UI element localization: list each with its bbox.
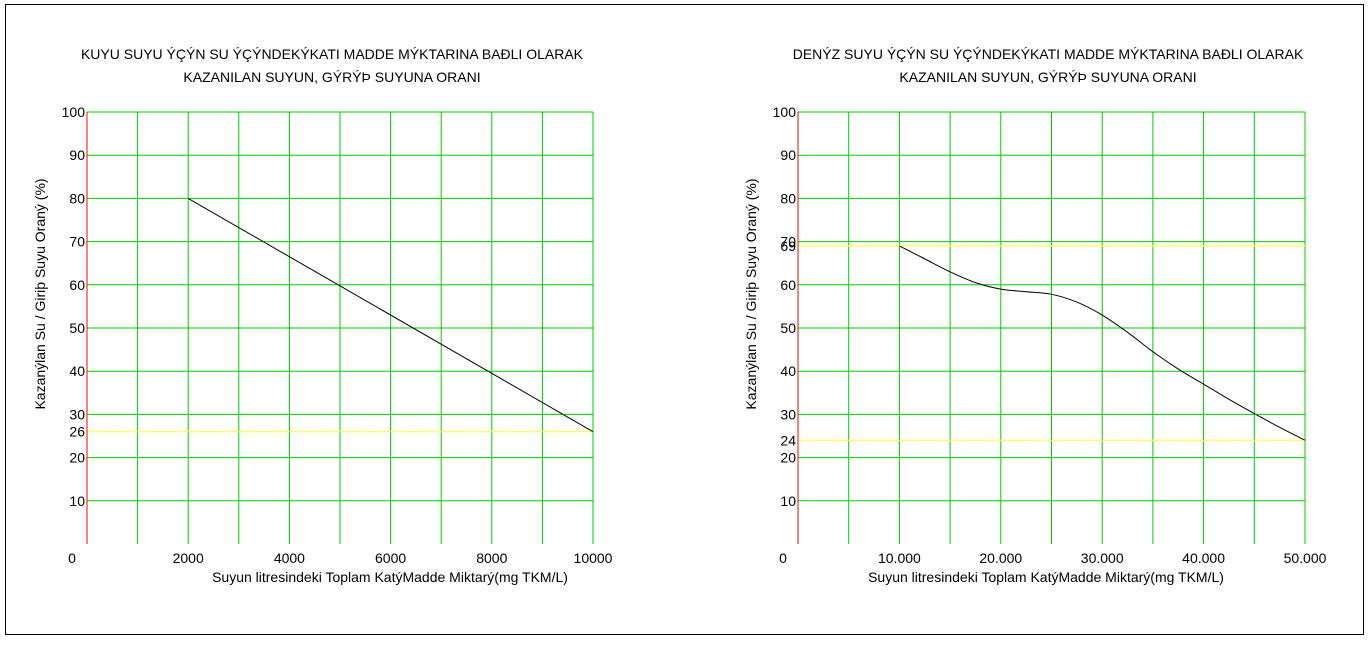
- y-tick-label: 40: [69, 363, 85, 379]
- y-tick-label: 60: [69, 277, 85, 293]
- x-tick-label: 40.000: [1182, 550, 1225, 566]
- chart-title-line1: KUYU SUYU ÝÇÝN SU ÝÇÝNDEKÝKATI MADDE MÝK…: [81, 46, 584, 62]
- x-tick-label: 10000: [574, 550, 613, 566]
- x-tick-label: 10.000: [878, 550, 921, 566]
- chart-title-line1: DENÝZ SUYU ÝÇÝN SU ÝÇÝNDEKÝKATI MADDE MÝ…: [793, 46, 1304, 62]
- y-tick-label: 70: [780, 234, 796, 250]
- y-tick-label: 24: [780, 432, 796, 448]
- x-tick-label: 4000: [274, 550, 305, 566]
- y-tick-label: 10: [780, 493, 796, 509]
- x-tick-label: 2000: [173, 550, 204, 566]
- y-tick-label: 10: [69, 493, 85, 509]
- x-tick-label: 8000: [476, 550, 507, 566]
- y-axis-label: Kazanýlan Su / Giriþ Suyu Oraný (%): [743, 178, 759, 409]
- y-tick-label: 26: [69, 424, 85, 440]
- y-tick-label: 50: [69, 320, 85, 336]
- figure-frame: [5, 4, 1364, 635]
- y-tick-label: 100: [62, 104, 86, 120]
- y-tick-label: 80: [780, 190, 796, 206]
- y-tick-label: 100: [773, 104, 797, 120]
- chart-title-line2: KAZANILAN SUYUN, GÝRÝÞ SUYUNA ORANI: [899, 69, 1196, 85]
- x-tick-label: 50.000: [1284, 550, 1327, 566]
- chart-title-line2: KAZANILAN SUYUN, GÝRÝÞ SUYUNA ORANI: [183, 69, 480, 85]
- x-axis-label: Suyun litresindeki Toplam KatýMadde Mikt…: [212, 569, 568, 585]
- y-tick-label: 90: [780, 147, 796, 163]
- y-tick-label: 50: [780, 320, 796, 336]
- x-tick-label: 0: [779, 550, 787, 566]
- y-tick-label: 20: [780, 450, 796, 466]
- y-tick-label: 40: [780, 363, 796, 379]
- y-tick-label: 30: [69, 406, 85, 422]
- y-axis-label: Kazanýlan Su / Giriþ Suyu Oraný (%): [32, 178, 48, 409]
- series-line: [899, 245, 1306, 441]
- y-tick-label: 20: [69, 450, 85, 466]
- y-tick-label: 69: [780, 238, 796, 254]
- x-tick-label: 30.000: [1081, 550, 1124, 566]
- x-tick-label: 6000: [375, 550, 406, 566]
- x-tick-label: 0: [68, 550, 76, 566]
- y-tick-label: 90: [69, 147, 85, 163]
- chart-1: KUYU SUYU ÝÇÝN SU ÝÇÝNDEKÝKATI MADDE MÝK…: [32, 46, 613, 585]
- x-tick-label: 20.000: [979, 550, 1022, 566]
- y-tick-label: 70: [69, 234, 85, 250]
- x-axis-label: Suyun litresindeki Toplam KatýMadde Mikt…: [868, 569, 1224, 585]
- y-tick-label: 60: [780, 277, 796, 293]
- y-tick-label: 30: [780, 406, 796, 422]
- series-line: [187, 197, 594, 433]
- chart-2: DENÝZ SUYU ÝÇÝN SU ÝÇÝNDEKÝKATI MADDE MÝ…: [743, 46, 1327, 585]
- y-tick-label: 80: [69, 190, 85, 206]
